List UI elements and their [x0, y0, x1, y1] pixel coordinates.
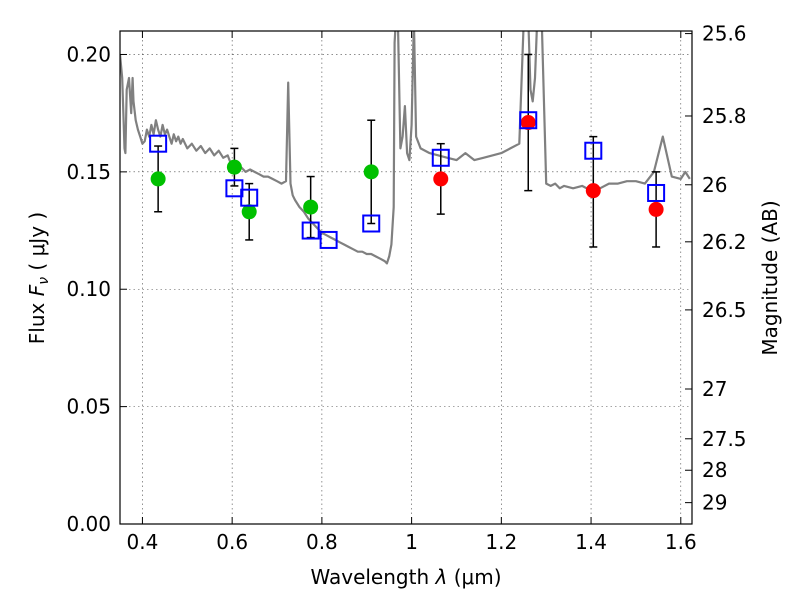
y-tick-label: 0.20 — [66, 42, 111, 66]
right-tick-label: 26.5 — [702, 298, 747, 322]
data-point-square — [149, 134, 168, 153]
y-tick-label: 0.00 — [66, 512, 111, 536]
data-point-circle — [648, 201, 664, 217]
x-tick-label: 0.6 — [216, 530, 248, 554]
y-axis-title-left: Flux Fν ( μJy ) — [25, 212, 53, 344]
data-point-square — [647, 183, 666, 202]
right-tick-label: 26 — [702, 173, 727, 197]
y-axis-title-subscript: ν — [36, 277, 52, 285]
x-tick-label: 0.4 — [127, 530, 159, 554]
x-tick-label: 1.4 — [575, 530, 607, 554]
right-tick-label: 27 — [702, 377, 727, 401]
right-tick-label: 29 — [702, 491, 727, 515]
axis-ticks: 0.4 0.6 0.8 1 1.2 1.4 1.6 0.00 0.05 0.10 0.15 0.20 2… — [66, 22, 746, 554]
data-point-circle — [226, 159, 242, 175]
data-point-circle — [363, 164, 379, 180]
data-point-square — [301, 221, 320, 240]
y-axis-title-symbol: F — [25, 284, 49, 296]
x-tick-label: 1.2 — [485, 530, 517, 554]
data-point-circle — [303, 199, 319, 215]
right-tick-label: 27.5 — [702, 427, 747, 451]
x-axis-title-unit: (μm) — [454, 565, 502, 589]
plot-frame — [119, 30, 693, 525]
right-tick-label: 25.6 — [702, 22, 747, 46]
data-point-square — [519, 111, 538, 130]
y-axis-title-right: Magnitude (AB) — [758, 200, 782, 355]
y-axis-title-unit: ( μJy ) — [25, 212, 49, 271]
data-point-square — [431, 148, 450, 167]
data-point-circle — [150, 171, 166, 187]
data-point-circle — [520, 115, 536, 131]
data-point-square — [319, 230, 338, 249]
y-tick-label: 0.10 — [66, 277, 111, 301]
y-tick-label: 0.15 — [66, 160, 111, 184]
right-tick-label: 26.2 — [702, 230, 747, 254]
data-point-square — [240, 188, 259, 207]
x-axis-title-prefix: Wavelength — [310, 565, 429, 589]
data-point-square — [225, 179, 244, 198]
x-axis-title-symbol: λ — [435, 565, 448, 589]
x-tick-label: 0.8 — [306, 530, 338, 554]
x-tick-label: 1.6 — [665, 530, 697, 554]
data-point-square — [362, 214, 381, 233]
x-tick-label: 1 — [405, 530, 418, 554]
y-tick-label: 0.05 — [66, 395, 111, 419]
data-point-circle — [585, 183, 601, 199]
x-axis-title: Wavelength λ (μm) — [310, 565, 501, 589]
data-points — [149, 53, 666, 249]
data-point-square — [584, 141, 603, 160]
right-tick-label: 28 — [702, 458, 727, 482]
data-point-circle — [241, 204, 257, 220]
y-axis-title-prefix: Flux — [25, 302, 49, 344]
data-point-circle — [433, 171, 449, 187]
right-tick-label: 25.8 — [702, 104, 747, 128]
